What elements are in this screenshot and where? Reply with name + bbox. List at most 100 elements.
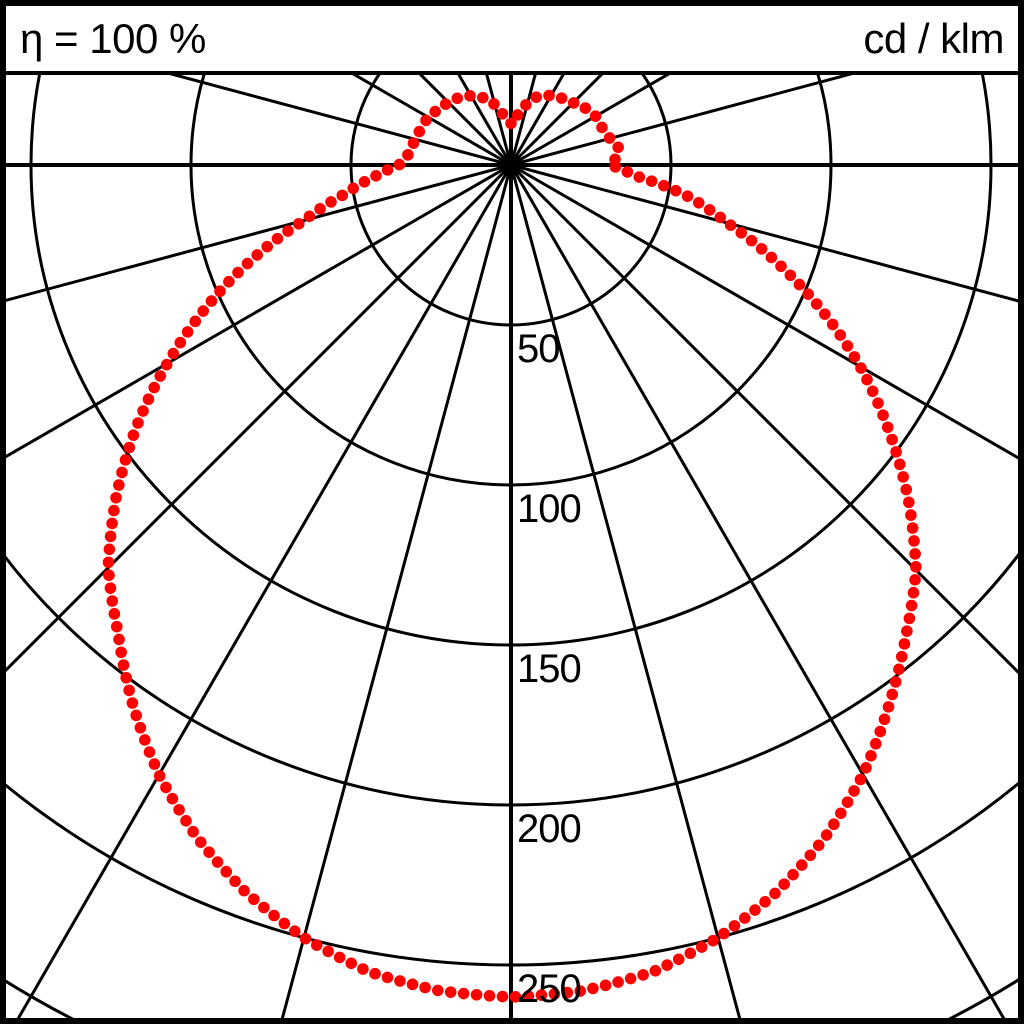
curve-dot — [130, 709, 143, 722]
curve-dot — [336, 189, 349, 202]
radial-tick-label-50: 50 — [517, 327, 560, 371]
curve-dot — [906, 522, 919, 534]
curve-dot — [110, 620, 123, 633]
curve-dot — [451, 92, 464, 105]
grid-radial-60deg — [510, 163, 1021, 462]
curve-dot — [102, 556, 115, 569]
curve-dot — [325, 196, 337, 208]
curve-dot — [561, 986, 574, 999]
curve-dot — [220, 865, 233, 878]
curve-dot — [439, 98, 452, 110]
curve-dot — [854, 773, 867, 786]
curve-dot — [755, 243, 768, 255]
curve-dot — [505, 117, 517, 130]
curve-dot — [548, 988, 561, 1000]
curve-dot — [759, 896, 771, 908]
curve-dot — [108, 504, 120, 517]
curve-dot — [909, 573, 921, 586]
curve-dot — [848, 785, 860, 797]
curve-dot — [530, 91, 543, 103]
curve-dot — [893, 663, 905, 676]
curve-dot — [886, 688, 899, 701]
curve-dot — [314, 203, 326, 215]
curve-dot — [621, 166, 634, 178]
grid-radial-30deg — [509, 164, 1007, 1021]
curve-dot — [543, 89, 555, 102]
curve-dot — [905, 599, 918, 612]
curve-dot — [895, 650, 908, 663]
curve-dot — [322, 945, 334, 958]
curve-dot — [299, 932, 312, 945]
curve-dot — [187, 825, 199, 838]
curve-dot — [394, 975, 406, 987]
curve-dot — [444, 986, 457, 998]
curve-dot — [173, 804, 185, 816]
curve-dot — [893, 458, 906, 471]
curve-dot — [795, 859, 808, 871]
curve-dot — [670, 184, 682, 197]
grid-radial-255deg — [165, 74, 512, 167]
curve-dot — [787, 868, 799, 881]
curve-dot — [205, 295, 218, 307]
curve-dot — [229, 875, 241, 888]
curve-dot — [268, 909, 280, 922]
curve-dot — [735, 226, 748, 239]
curve-dot — [903, 612, 916, 625]
curve-dot — [860, 762, 872, 774]
curve-dot — [406, 978, 419, 991]
curve-dot — [211, 856, 224, 868]
curve-dot — [861, 373, 873, 386]
curve-dot — [120, 671, 132, 684]
curve-dot — [142, 393, 155, 406]
curve-dot — [848, 351, 861, 363]
curve-dot — [900, 483, 913, 496]
radial-tick-label-200: 200 — [517, 807, 581, 851]
curve-dot — [370, 170, 382, 182]
curve-dot — [596, 121, 608, 134]
curve-dot — [194, 836, 207, 848]
curve-dot — [393, 158, 406, 171]
curve-dot — [637, 969, 649, 981]
curve-dot — [905, 509, 917, 521]
radial-tick-label-100: 100 — [517, 487, 581, 531]
curve-dot — [429, 105, 441, 118]
curve-dot — [113, 633, 125, 646]
curve-dot — [692, 196, 705, 209]
curve-dot — [810, 298, 823, 310]
curve-dot — [110, 491, 122, 504]
header-band — [0, 0, 1024, 71]
curve-dot — [684, 947, 697, 960]
curve-dot — [289, 925, 301, 938]
curve-dot — [589, 110, 602, 122]
grid-radial-285deg — [3, 163, 512, 303]
curve-dot — [907, 586, 920, 599]
curve-dot — [834, 807, 847, 820]
curve-dot — [855, 362, 867, 374]
curve-dot — [872, 397, 884, 409]
curve-dot — [707, 934, 719, 947]
curve-dot — [874, 725, 887, 738]
curve-dot — [310, 939, 323, 951]
curve-dot — [381, 971, 394, 984]
curve-dot — [624, 972, 637, 985]
curve-dot — [555, 92, 568, 104]
curve-dot — [869, 737, 882, 750]
curve-dot — [728, 920, 741, 932]
curve-dot — [189, 315, 202, 328]
curve-dot — [749, 904, 761, 916]
curve-dot — [612, 976, 624, 988]
curve-dot — [115, 646, 127, 659]
curve-dot — [381, 164, 394, 176]
curve-dot — [603, 132, 616, 144]
curve-dot — [784, 269, 797, 282]
curve-dot — [672, 953, 685, 966]
curve-dot — [881, 421, 894, 434]
efficiency-label: η = 100 % — [20, 15, 206, 62]
curve-dot — [357, 963, 369, 975]
curve-dot — [724, 219, 737, 232]
curve-dot — [160, 358, 173, 371]
grid-radial-315deg — [3, 163, 513, 676]
curve-dot — [745, 234, 758, 247]
